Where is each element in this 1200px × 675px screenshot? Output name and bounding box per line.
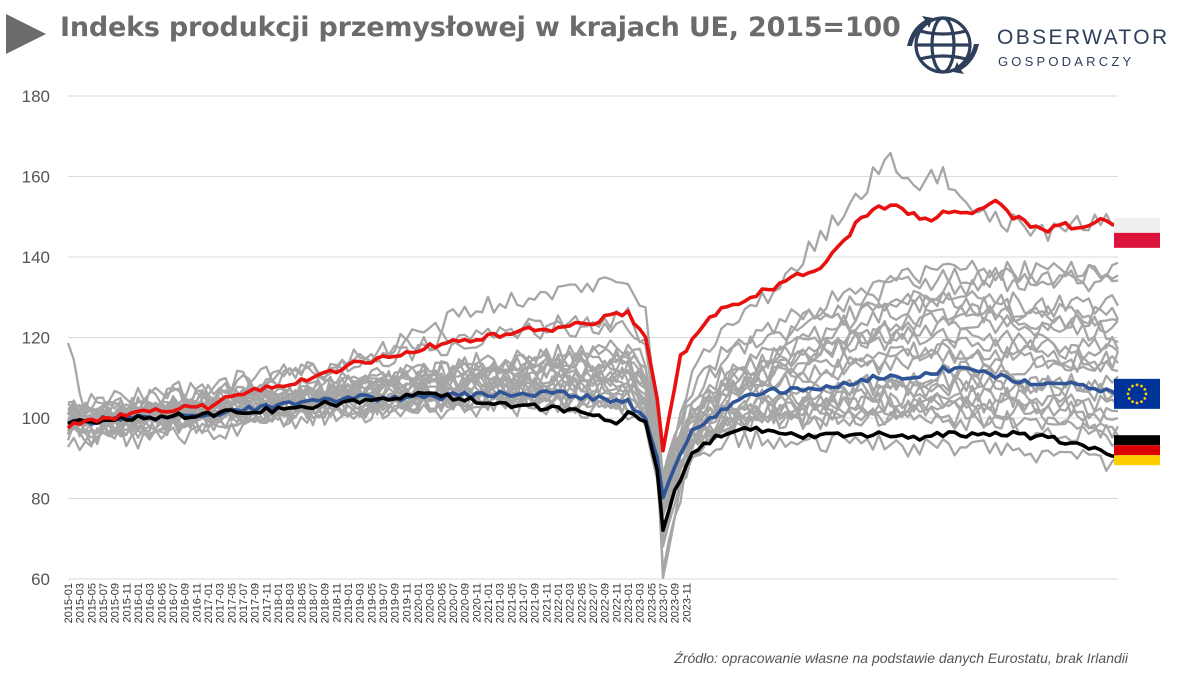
y-tick-label: 60 xyxy=(31,570,50,589)
x-tick-label: 2017-03 xyxy=(215,583,227,623)
x-tick-label: 2022-01 xyxy=(553,583,565,623)
x-tick-label: 2018-09 xyxy=(320,583,332,623)
x-tick-label: 2017-09 xyxy=(250,583,262,623)
x-tick-label: 2021-01 xyxy=(483,583,495,623)
x-tick-label: 2015-09 xyxy=(110,583,122,623)
background-series-line xyxy=(67,348,1120,484)
logo-name: OBSERWATOR xyxy=(997,26,1170,49)
x-tick-label: 2020-07 xyxy=(448,583,460,623)
x-tick-label: 2023-11 xyxy=(681,583,693,623)
x-tick-label: 2020-11 xyxy=(471,583,483,623)
y-axis: 60 80 100 120 140 160 180 xyxy=(22,87,50,589)
germany-flag-icon xyxy=(1114,435,1160,466)
x-tick-label: 2016-07 xyxy=(168,583,180,623)
x-tick-label: 2017-07 xyxy=(238,583,250,623)
background-series-line xyxy=(67,290,1120,490)
x-tick-label: 2019-01 xyxy=(343,583,355,623)
source-note: Źródło: opracowanie własne na podstawie … xyxy=(674,650,1128,666)
background-series xyxy=(66,151,1120,579)
x-tick-label: 2018-07 xyxy=(308,583,320,623)
flags xyxy=(1114,217,1160,466)
background-series-line xyxy=(67,302,1119,507)
highlight-series-line xyxy=(66,198,1119,453)
background-series-line xyxy=(67,384,1119,518)
x-tick-label: 2018-11 xyxy=(331,583,343,623)
y-tick-label: 80 xyxy=(31,490,50,509)
highlight-series-line xyxy=(67,390,1118,532)
x-tick-label: 2022-03 xyxy=(565,583,577,623)
x-tick-label: 2019-11 xyxy=(401,583,413,623)
x-tick-label: 2022-09 xyxy=(600,583,612,623)
logo-subtitle: GOSPODARCZY xyxy=(998,54,1135,69)
x-tick-label: 2020-01 xyxy=(413,583,425,623)
background-series-line xyxy=(66,259,1119,477)
x-tick-label: 2023-09 xyxy=(670,583,682,623)
y-tick-label: 140 xyxy=(22,248,50,267)
x-tick-label: 2022-05 xyxy=(576,583,588,623)
y-tick-label: 160 xyxy=(22,168,50,187)
poland-flag-icon xyxy=(1114,217,1160,248)
x-tick-label: 2022-07 xyxy=(588,583,600,623)
x-tick-label: 2023-07 xyxy=(658,583,670,623)
background-series-line xyxy=(67,151,1119,480)
highlight-series xyxy=(66,198,1119,532)
y-tick-label: 120 xyxy=(22,329,50,348)
x-tick-label: 2017-05 xyxy=(226,583,238,623)
background-series-line xyxy=(67,267,1119,485)
x-tick-label: 2018-01 xyxy=(273,583,285,623)
x-tick-label: 2018-05 xyxy=(296,583,308,623)
y-tick-label: 180 xyxy=(22,87,50,106)
x-tick-label: 2021-09 xyxy=(530,583,542,623)
eu-flag-icon xyxy=(1114,378,1160,409)
x-tick-label: 2016-09 xyxy=(180,583,192,623)
background-series-line xyxy=(67,395,1119,548)
y-tick-label: 100 xyxy=(22,409,50,428)
x-tick-label: 2015-11 xyxy=(121,583,133,623)
x-tick-label: 2017-11 xyxy=(261,583,273,623)
x-tick-label: 2021-03 xyxy=(495,583,507,623)
x-tick-label: 2018-03 xyxy=(285,583,297,623)
x-tick-label: 2019-09 xyxy=(390,583,402,623)
x-tick-label: 2022-11 xyxy=(611,583,623,623)
x-tick-label: 2015-03 xyxy=(75,583,87,623)
chart-title: Indeks produkcji przemysłowej w krajach … xyxy=(60,12,901,43)
x-tick-label: 2016-11 xyxy=(191,583,203,623)
x-tick-label: 2023-01 xyxy=(623,583,635,623)
logo: OBSERWATOR GOSPODARCZY xyxy=(905,10,1175,80)
x-tick-label: 2020-09 xyxy=(460,583,472,623)
x-axis: 2015-01 2015-03 2015-05 2015-07 2015-09 2015-… xyxy=(63,583,693,623)
background-series-line xyxy=(67,376,1119,579)
x-tick-label: 2021-07 xyxy=(518,583,530,623)
x-tick-label: 2017-01 xyxy=(203,583,215,623)
x-tick-label: 2021-11 xyxy=(541,583,553,623)
x-tick-label: 2016-03 xyxy=(145,583,157,623)
x-tick-label: 2019-07 xyxy=(378,583,390,623)
x-tick-label: 2023-05 xyxy=(646,583,658,623)
x-tick-label: 2015-01 xyxy=(63,583,75,623)
x-tick-label: 2020-03 xyxy=(425,583,437,623)
x-tick-label: 2015-07 xyxy=(98,583,110,623)
gridlines xyxy=(68,95,1118,580)
x-tick-label: 2019-03 xyxy=(355,583,367,623)
x-tick-label: 2016-05 xyxy=(156,583,168,623)
x-tick-label: 2023-03 xyxy=(635,583,647,623)
x-tick-label: 2019-05 xyxy=(366,583,378,623)
highlight-series-line xyxy=(67,365,1119,500)
x-tick-label: 2021-05 xyxy=(506,583,518,623)
x-tick-label: 2016-01 xyxy=(133,583,145,623)
x-tick-label: 2015-05 xyxy=(86,583,98,623)
x-tick-label: 2020-05 xyxy=(436,583,448,623)
globe-arrows-icon xyxy=(907,16,979,74)
play-triangle-icon xyxy=(6,14,46,54)
